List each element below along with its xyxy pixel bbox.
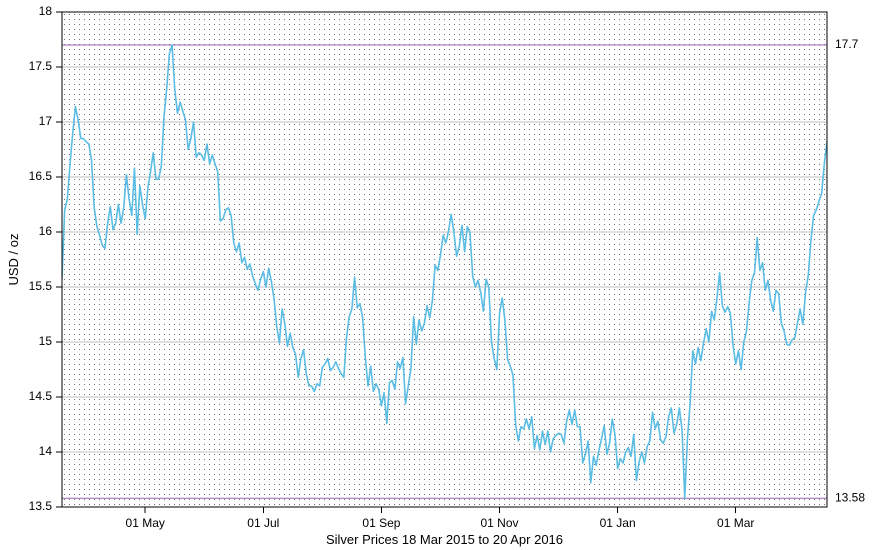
x-tick-label: 01 May — [126, 516, 165, 530]
reference-line-label: 13.58 — [835, 490, 865, 504]
y-tick-label: 14 — [39, 444, 53, 458]
plot-area — [62, 12, 827, 507]
x-tick-label: 01 Jan — [600, 516, 636, 530]
y-tick-label: 14.5 — [29, 389, 53, 403]
reference-line-label: 17.7 — [835, 37, 859, 51]
y-tick-label: 16 — [39, 224, 53, 238]
y-tick-label: 17.5 — [29, 59, 53, 73]
y-tick-label: 17 — [39, 114, 53, 128]
y-tick-label: 16.5 — [29, 169, 53, 183]
chart-caption: Silver Prices 18 Mar 2015 to 20 Apr 2016 — [326, 532, 563, 547]
price-chart: 17.7 13.58 13.5 14 14.5 15 15.5 16 16.5 17 17.5 18 0… — [0, 0, 875, 550]
x-tick-label: 01 Jul — [247, 516, 279, 530]
y-tick-label: 18 — [39, 4, 53, 18]
x-tick-label: 01 Mar — [717, 516, 754, 530]
y-tick-label: 15.5 — [29, 279, 53, 293]
y-axis-label: USD / oz — [6, 233, 21, 285]
chart-container: 17.7 13.58 13.5 14 14.5 15 15.5 16 16.5 17 17.5 18 0… — [0, 0, 875, 550]
x-tick-label: 01 Nov — [481, 516, 519, 530]
x-tick-label: 01 Sep — [362, 516, 400, 530]
y-tick-label: 15 — [39, 334, 53, 348]
y-tick-label: 13.5 — [29, 499, 53, 513]
